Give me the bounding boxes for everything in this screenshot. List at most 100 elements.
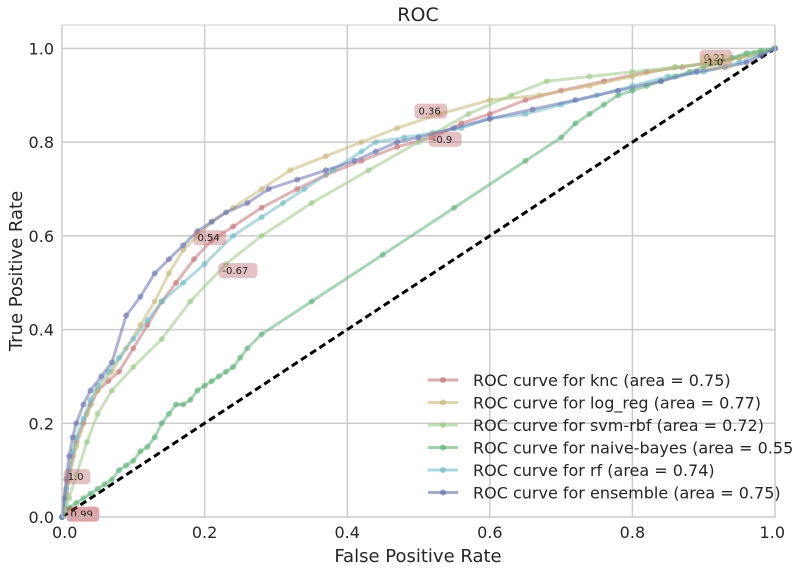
annotation-box bbox=[66, 506, 100, 522]
y-tick-label: 0.0 bbox=[29, 508, 54, 527]
series-point bbox=[194, 228, 201, 235]
series-point bbox=[208, 237, 215, 244]
legend-swatch-marker bbox=[440, 422, 446, 428]
series-point bbox=[465, 111, 472, 118]
annotation-box bbox=[193, 230, 227, 246]
annotation-label: 0.54 bbox=[197, 233, 219, 244]
series-point bbox=[301, 186, 308, 192]
series-point bbox=[522, 157, 529, 164]
series-point bbox=[87, 490, 94, 497]
series-point bbox=[394, 125, 401, 132]
series-point bbox=[116, 354, 123, 361]
annotation: 0.21 bbox=[699, 49, 733, 65]
annotation-box bbox=[428, 131, 462, 147]
series-point bbox=[66, 453, 73, 460]
series-point bbox=[137, 448, 144, 455]
y-axis-label: True Positive Rate bbox=[6, 191, 27, 352]
series-point bbox=[130, 335, 137, 342]
series-point bbox=[180, 401, 187, 408]
series-point bbox=[144, 443, 151, 450]
series-point bbox=[586, 82, 593, 89]
series-point bbox=[486, 111, 493, 118]
legend-item: ROC curve for knc (area = 0.75) bbox=[428, 371, 731, 390]
diagonal-reference-line bbox=[61, 47, 776, 519]
series-point bbox=[486, 115, 493, 122]
series-point bbox=[66, 504, 73, 511]
series-point bbox=[80, 495, 87, 502]
series-point bbox=[508, 92, 515, 99]
series-point bbox=[80, 401, 87, 408]
x-axis-label: False Positive Rate bbox=[334, 546, 501, 567]
y-tick-labels: 0.0 0.2 0.4 0.6 0.8 1.0 bbox=[29, 39, 54, 527]
series-point bbox=[743, 59, 750, 66]
series-point bbox=[151, 434, 158, 441]
series-point bbox=[230, 223, 237, 230]
series-point bbox=[287, 167, 294, 174]
series-point bbox=[73, 420, 80, 427]
x-tick-label: 0.0 bbox=[52, 523, 77, 542]
series-point bbox=[173, 279, 180, 286]
series-point bbox=[61, 495, 68, 502]
series-point bbox=[130, 364, 137, 371]
annotation-box bbox=[218, 263, 258, 278]
series-point bbox=[130, 345, 137, 352]
legend-item: ROC curve for naive-bayes (area = 0.55) bbox=[428, 439, 793, 458]
annotation-label: -0.67 bbox=[222, 266, 248, 277]
annotation-label: 0.36 bbox=[419, 107, 441, 118]
series-point bbox=[144, 317, 151, 324]
series-point bbox=[379, 251, 386, 258]
legend-swatch-marker bbox=[440, 377, 446, 383]
series-point bbox=[258, 331, 265, 338]
series-point bbox=[201, 260, 208, 267]
series-point bbox=[151, 298, 158, 305]
series-point bbox=[600, 101, 607, 108]
annotation: 0.36 bbox=[414, 103, 448, 119]
series-point bbox=[451, 204, 458, 211]
series-point bbox=[73, 471, 80, 478]
series-point bbox=[372, 139, 379, 146]
annotation-label: 0.21 bbox=[704, 53, 726, 64]
series-point bbox=[187, 298, 194, 305]
series-point bbox=[451, 125, 458, 132]
series-point bbox=[322, 167, 329, 174]
series-point bbox=[258, 232, 265, 239]
series-point bbox=[222, 260, 229, 267]
series-point bbox=[108, 476, 115, 483]
y-tick-label: 1.0 bbox=[29, 39, 54, 58]
series-point bbox=[743, 50, 750, 57]
legend-item: ROC curve for rf (area = 0.74) bbox=[428, 461, 715, 480]
series-point bbox=[586, 111, 593, 118]
series-point bbox=[87, 387, 94, 394]
y-tick-label: 0.4 bbox=[29, 321, 54, 340]
series-point bbox=[258, 214, 265, 221]
annotation: -1.0 bbox=[699, 54, 733, 70]
series-point bbox=[151, 270, 158, 277]
series-point bbox=[258, 186, 265, 192]
series-point bbox=[358, 148, 365, 155]
series-point bbox=[165, 410, 172, 417]
annotation-label: -1.0 bbox=[704, 57, 724, 68]
series-point bbox=[351, 157, 358, 164]
series-point bbox=[258, 204, 265, 211]
x-tick-label: 0.2 bbox=[192, 523, 217, 542]
series-point bbox=[180, 242, 187, 249]
legend-swatch-marker bbox=[440, 444, 446, 451]
series-point bbox=[572, 96, 579, 103]
series-point bbox=[108, 387, 115, 394]
annotation: 0.99 bbox=[66, 506, 100, 522]
series-point bbox=[130, 457, 137, 464]
series-point bbox=[158, 335, 165, 342]
annotation-box bbox=[699, 54, 733, 70]
series-point bbox=[94, 485, 101, 492]
series-point bbox=[714, 59, 721, 66]
series-point bbox=[657, 78, 664, 85]
threshold-annotations: 0.21-1.0 0.36 -0.9 0.54 -0.67 1.0 0.99 bbox=[63, 49, 733, 522]
legend: ROC curve for knc (area = 0.75) ROC curve… bbox=[428, 371, 793, 503]
series-point bbox=[201, 382, 208, 389]
series-point bbox=[208, 218, 215, 225]
chart-title: ROC bbox=[397, 4, 438, 26]
annotation-label: 1.0 bbox=[68, 472, 84, 483]
series-point bbox=[365, 167, 372, 174]
series-point bbox=[194, 387, 201, 394]
legend-label: ROC curve for log_reg (area = 0.77) bbox=[473, 394, 761, 414]
